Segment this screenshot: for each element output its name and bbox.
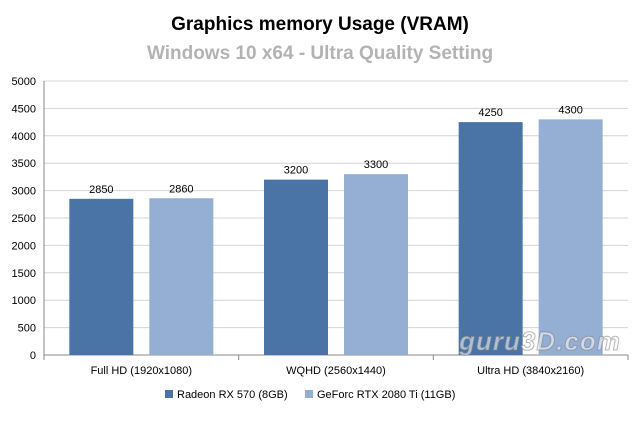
y-tick-label: 4000 xyxy=(12,131,36,143)
y-tick-label: 3000 xyxy=(12,186,36,198)
chart-title: Graphics memory Usage (VRAM) xyxy=(171,14,469,35)
data-label: 4300 xyxy=(558,104,582,116)
legend-label: GeForc RTX 2080 Ti (11GB) xyxy=(317,389,455,401)
y-tick-label: 3500 xyxy=(12,158,36,170)
data-label: 4250 xyxy=(478,107,502,119)
y-tick-label: 5000 xyxy=(12,76,36,88)
x-tick-label: WQHD (2560x1440) xyxy=(286,365,386,377)
watermark-text: guru3D.com xyxy=(458,326,621,356)
bar xyxy=(538,119,603,355)
y-tick-label: 2500 xyxy=(12,213,36,225)
legend-label: Radeon RX 570 (8GB) xyxy=(177,389,288,401)
x-tick-label: Ultra HD (3840x2160) xyxy=(477,365,584,377)
bar xyxy=(69,198,134,355)
legend: Radeon RX 570 (8GB) GeForc RTX 2080 Ti (1… xyxy=(165,389,455,401)
chart-subtitle: Windows 10 x64 - Ultra Quality Setting xyxy=(147,43,493,64)
data-label: 2860 xyxy=(169,183,193,195)
legend-swatch xyxy=(305,390,313,398)
bar xyxy=(458,122,523,355)
legend-swatch xyxy=(165,390,173,398)
y-tick-label: 0 xyxy=(30,350,36,362)
y-tick-label: 2000 xyxy=(12,240,36,252)
data-label: 2850 xyxy=(89,184,113,196)
bar xyxy=(344,174,408,355)
bar xyxy=(264,179,328,355)
data-label: 3200 xyxy=(284,165,308,177)
y-tick-label: 500 xyxy=(18,323,36,335)
bar xyxy=(149,198,214,355)
y-tick-label: 4500 xyxy=(12,103,36,115)
watermark-logo: guru3D.com xyxy=(458,326,621,357)
y-tick-label: 1000 xyxy=(12,295,36,307)
data-label: 3300 xyxy=(364,159,388,171)
x-tick-label: Full HD (1920x1080) xyxy=(91,365,193,377)
plot-area: 0 500 1000 1500 2000 2500 3000 3500 4000 4500 5000… xyxy=(12,76,629,377)
y-tick-label: 1500 xyxy=(12,268,36,280)
